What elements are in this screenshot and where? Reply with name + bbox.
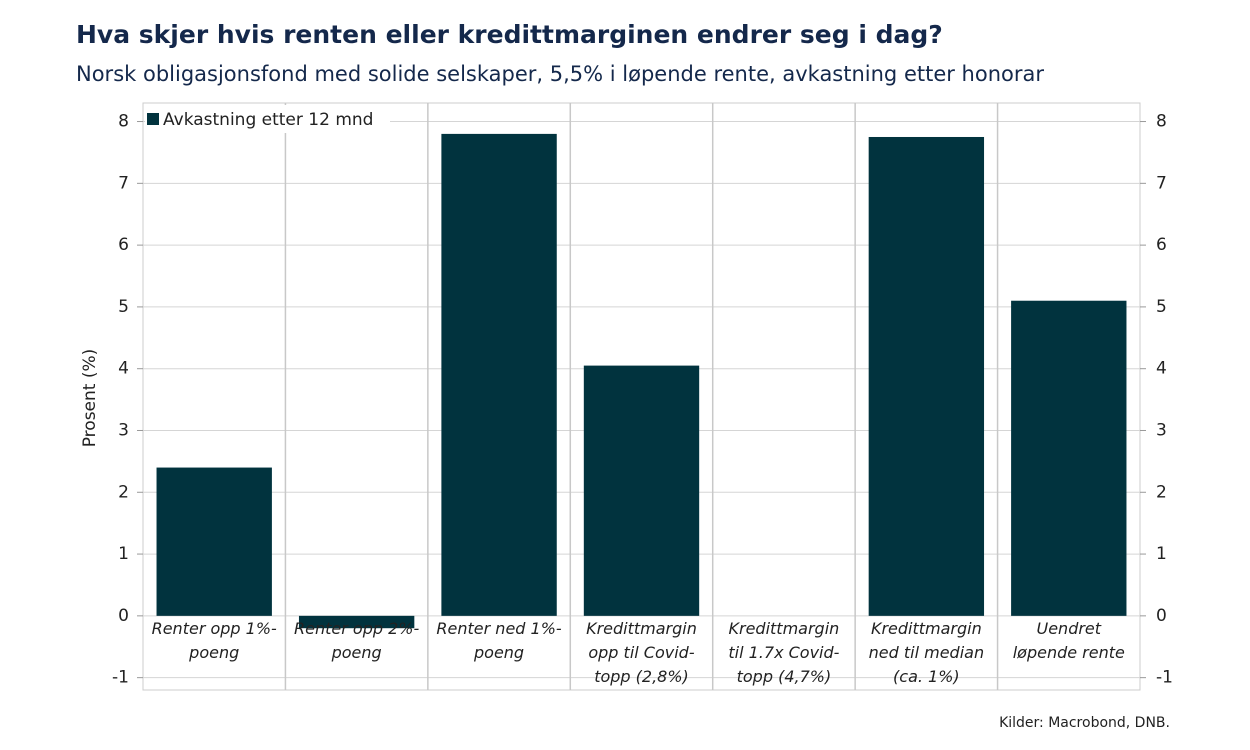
y-tick-label: 2 <box>118 482 129 502</box>
source: Kilder: Macrobond, DNB. <box>999 715 1170 731</box>
y2-tick-label: 6 <box>1156 235 1167 255</box>
x-tick-label: Kredittmargin ned til median (ca. 1%) <box>868 619 985 686</box>
legend-bg <box>145 105 390 133</box>
x-tick-label: Uendret løpende rente <box>1012 619 1125 662</box>
y-axis-label: Prosent (%) <box>80 349 100 448</box>
y2-tick-label: 8 <box>1156 112 1167 132</box>
y-tick-label: 8 <box>118 112 129 132</box>
y2-tick-label: 7 <box>1156 173 1167 193</box>
bar <box>868 136 985 616</box>
bar <box>156 467 272 616</box>
y-tick-label: 1 <box>118 544 129 564</box>
bar <box>298 615 415 629</box>
legend-label: Avkastning etter 12 mnd <box>163 110 373 130</box>
y2-tick-label: 4 <box>1156 359 1167 379</box>
chart-subtitle: Norsk obligasjonsfond med solide selskap… <box>76 62 1044 86</box>
bar <box>1011 300 1127 616</box>
y2-tick-label: -1 <box>1156 668 1173 688</box>
y-tick-label: 6 <box>118 235 129 255</box>
y2-tick-label: 1 <box>1156 544 1167 564</box>
y2-tick-label: 3 <box>1156 420 1167 440</box>
y-tick-label: 5 <box>118 297 129 317</box>
x-tick-label: Renter ned 1%-poeng <box>436 619 562 662</box>
y-tick-label: 4 <box>118 359 129 379</box>
bar <box>441 133 557 616</box>
y-tick-label: 3 <box>118 420 129 440</box>
x-tick-label: Kredittmargin til 1.7x Covid-topp (4,7%) <box>728 619 840 686</box>
y-tick-label: -1 <box>112 668 129 688</box>
bar <box>583 365 700 616</box>
y-tick-label: 0 <box>118 606 129 626</box>
y2-tick-label: 2 <box>1156 482 1167 502</box>
x-tick-label: Kredittmargin opp til Covid-topp (2,8%) <box>586 619 697 686</box>
y-tick-label: 7 <box>118 173 129 193</box>
y2-tick-label: 0 <box>1156 606 1167 626</box>
x-tick-label: Renter opp 2%-poeng <box>294 619 420 662</box>
y2-tick-label: 5 <box>1156 297 1167 317</box>
chart-title: Hva skjer hvis renten eller kredittmargi… <box>76 20 943 49</box>
x-tick-label: Renter opp 1%-poeng <box>151 619 277 662</box>
legend-swatch <box>147 113 159 125</box>
plot-frame <box>142 102 1141 691</box>
